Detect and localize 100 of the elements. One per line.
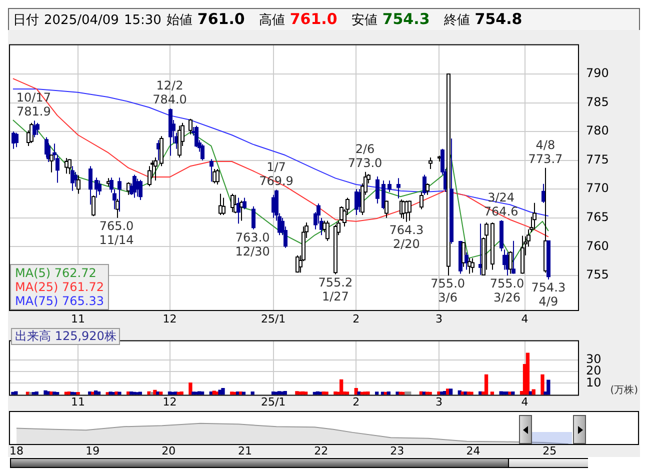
x-tick-label: 19 bbox=[86, 444, 100, 458]
x-tick-label: 25 bbox=[542, 444, 557, 458]
x-tick-label: 3 bbox=[435, 395, 442, 408]
bar bbox=[14, 391, 18, 395]
candlestick bbox=[470, 258, 474, 274]
bar bbox=[340, 379, 344, 395]
y-tick-label: 780 bbox=[586, 124, 609, 138]
bar bbox=[484, 374, 488, 395]
bar bbox=[540, 374, 544, 395]
candlestick bbox=[532, 202, 536, 230]
text: MA(5) 762.72 bbox=[15, 266, 98, 280]
candlestick bbox=[242, 197, 246, 210]
x-tick-label: 4 bbox=[521, 312, 528, 326]
candlestick bbox=[420, 191, 424, 210]
candlestick bbox=[428, 156, 432, 170]
annotation: 763.0 12/30 bbox=[235, 230, 270, 259]
candlestick bbox=[508, 250, 512, 274]
candlestick bbox=[252, 206, 256, 230]
annotation: 12/2 784.0 bbox=[152, 78, 187, 107]
candlestick bbox=[74, 171, 78, 188]
annotation: 754.3 4/9 bbox=[531, 280, 566, 309]
candlestick bbox=[88, 166, 92, 206]
x-tick-label: 22 bbox=[314, 444, 328, 458]
candlestick bbox=[210, 158, 214, 182]
y-tick-label: 785 bbox=[586, 94, 609, 109]
candlestick bbox=[14, 132, 18, 148]
candlestick bbox=[468, 258, 472, 274]
x-tick-label: 23 bbox=[390, 444, 404, 458]
y-tick-label: 790 bbox=[586, 66, 609, 80]
y-tick-label: 755 bbox=[586, 268, 609, 282]
candlestick bbox=[462, 242, 466, 268]
x-tick-label: 2 bbox=[352, 395, 360, 408]
annotation: 4/8 773.7 bbox=[528, 138, 563, 166]
candlestick bbox=[188, 118, 192, 135]
bar bbox=[448, 388, 453, 395]
annotation: 755.0 3/26 bbox=[490, 276, 524, 305]
text: MA(25) 761.72 bbox=[15, 280, 104, 294]
annotation: 755.2 1/27 bbox=[318, 275, 353, 304]
bar bbox=[159, 392, 163, 395]
bar bbox=[324, 392, 328, 395]
candlestick bbox=[50, 154, 54, 173]
bar bbox=[366, 391, 370, 395]
candlestick bbox=[118, 177, 122, 212]
x-tick-label: 20 bbox=[162, 444, 176, 458]
y-tick-label: 765 bbox=[586, 210, 609, 224]
candlestick bbox=[32, 120, 36, 138]
annotation: 765.0 11/14 bbox=[99, 219, 134, 248]
candlestick bbox=[138, 179, 142, 201]
bar bbox=[526, 352, 530, 395]
text: MA(75) 765.33 bbox=[15, 294, 104, 308]
y-axis-title: (万株) bbox=[610, 384, 638, 397]
candlestick bbox=[326, 220, 330, 242]
x-tick-label: 11 bbox=[71, 312, 86, 326]
candlestick bbox=[376, 176, 380, 204]
bar bbox=[118, 392, 122, 395]
bar bbox=[470, 392, 474, 395]
candlestick bbox=[98, 180, 102, 196]
candlestick bbox=[200, 144, 204, 161]
y-tick-label: 10 bbox=[586, 375, 602, 390]
x-tick-label: 25/1 bbox=[260, 395, 286, 408]
chart-title: 出来高 125,920株 bbox=[11, 328, 120, 345]
y-tick-label: 20 bbox=[586, 364, 602, 378]
bar bbox=[546, 380, 550, 395]
x-tick-label: 2 bbox=[352, 312, 360, 326]
bar bbox=[304, 392, 308, 395]
bar bbox=[76, 392, 80, 395]
candlestick bbox=[30, 122, 34, 144]
y-tick-label: 775 bbox=[586, 152, 609, 166]
candlestick bbox=[296, 254, 300, 274]
bar bbox=[188, 382, 192, 395]
candlestick bbox=[382, 180, 386, 210]
y-tick-label: 760 bbox=[586, 238, 609, 253]
x-tick-label: 4 bbox=[521, 395, 528, 408]
x-tick-label: 12 bbox=[162, 312, 177, 326]
x-tick-label: 11 bbox=[71, 395, 86, 408]
annotation: 2/6 773.0 bbox=[348, 142, 382, 170]
candlestick bbox=[426, 182, 430, 196]
x-tick-label: 18 bbox=[9, 444, 24, 458]
chart-title: 日付 2025/04/09 15:30 始値 761.0 高値 761.0 安値 754.3 終値 754.8 bbox=[13, 10, 522, 28]
candlestick bbox=[512, 240, 516, 274]
bar bbox=[375, 392, 379, 395]
bar bbox=[345, 392, 350, 395]
candlestick bbox=[388, 180, 392, 192]
candlestick bbox=[154, 156, 158, 181]
x-tick-label: 12 bbox=[162, 395, 177, 408]
candlestick bbox=[230, 193, 234, 213]
x-tick-label: 21 bbox=[238, 444, 252, 458]
annotation: 764.3 2/20 bbox=[389, 223, 424, 252]
y-tick-label: 770 bbox=[586, 181, 609, 196]
candlestick bbox=[36, 122, 40, 136]
bar bbox=[532, 389, 536, 395]
candlestick bbox=[194, 125, 198, 148]
candlestick bbox=[216, 168, 220, 186]
candlestick bbox=[384, 200, 388, 218]
candlestick bbox=[68, 158, 72, 175]
candlestick bbox=[116, 198, 120, 218]
x-tick-label: 25/1 bbox=[260, 312, 286, 326]
candlestick bbox=[422, 174, 426, 196]
annotation: 755.0 3/6 bbox=[430, 276, 466, 305]
bar bbox=[490, 392, 494, 395]
